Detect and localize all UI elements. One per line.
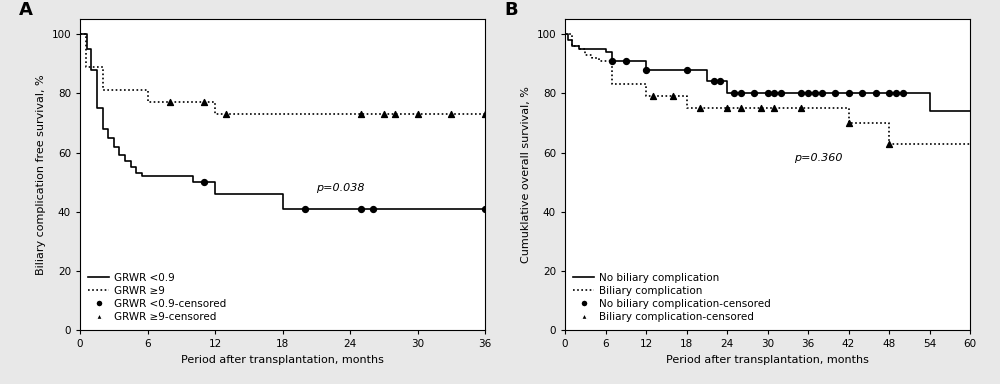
Point <box>732 105 748 111</box>
Point <box>766 105 782 111</box>
Point <box>618 58 634 64</box>
Point <box>746 90 762 96</box>
Text: A: A <box>19 0 33 18</box>
Point <box>353 111 369 117</box>
Point <box>692 105 708 111</box>
Point <box>773 90 789 96</box>
Point <box>894 90 910 96</box>
Legend: GRWR <0.9, GRWR ≥9, GRWR <0.9-censored, GRWR ≥9-censored: GRWR <0.9, GRWR ≥9, GRWR <0.9-censored, … <box>85 270 230 325</box>
Point <box>196 179 212 185</box>
Point <box>665 93 681 99</box>
Point <box>888 90 904 96</box>
Point <box>760 90 776 96</box>
Y-axis label: Cumuklative overall survival, %: Cumuklative overall survival, % <box>521 86 531 263</box>
Point <box>854 90 870 96</box>
Point <box>719 105 735 111</box>
Point <box>365 206 381 212</box>
Point <box>706 78 722 84</box>
X-axis label: Period after transplantation, months: Period after transplantation, months <box>666 355 869 365</box>
Point <box>807 90 823 96</box>
Point <box>638 66 654 73</box>
Point <box>712 78 728 84</box>
Point <box>410 111 426 117</box>
Text: B: B <box>504 0 518 18</box>
Point <box>387 111 403 117</box>
Point <box>840 120 856 126</box>
Point <box>793 105 809 111</box>
Point <box>162 99 178 105</box>
Point <box>800 90 816 96</box>
Legend: No biliary complication, Biliary complication, No biliary complication-censored,: No biliary complication, Biliary complic… <box>570 270 774 325</box>
Point <box>196 99 212 105</box>
X-axis label: Period after transplantation, months: Period after transplantation, months <box>181 355 384 365</box>
Point <box>827 90 843 96</box>
Point <box>218 111 234 117</box>
Point <box>840 90 856 96</box>
Point <box>443 111 459 117</box>
Point <box>726 90 742 96</box>
Point <box>353 206 369 212</box>
Point <box>376 111 392 117</box>
Point <box>766 90 782 96</box>
Point <box>477 206 493 212</box>
Point <box>679 66 695 73</box>
Point <box>645 93 661 99</box>
Point <box>297 206 313 212</box>
Point <box>868 90 884 96</box>
Point <box>753 105 769 111</box>
Text: p=0.038: p=0.038 <box>316 183 365 193</box>
Point <box>881 141 897 147</box>
Point <box>881 90 897 96</box>
Point <box>604 58 620 64</box>
Point <box>732 90 748 96</box>
Y-axis label: Biliary complication free survival, %: Biliary complication free survival, % <box>36 74 46 275</box>
Point <box>793 90 809 96</box>
Point <box>477 111 493 117</box>
Text: p=0.360: p=0.360 <box>794 153 843 163</box>
Point <box>814 90 830 96</box>
